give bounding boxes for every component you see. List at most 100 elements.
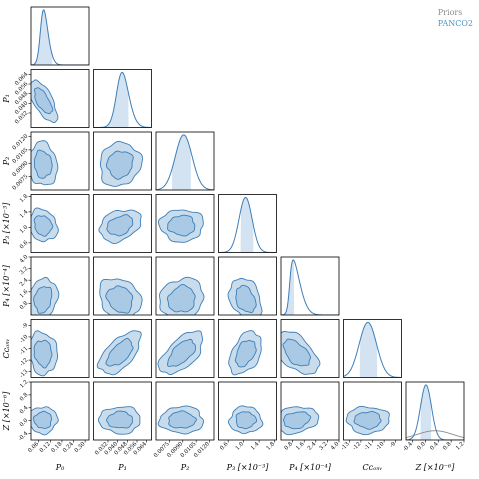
credible-band-6	[420, 384, 432, 440]
frame-3-0	[30, 194, 90, 253]
frame-5-4	[280, 319, 340, 378]
frame-2-2	[155, 131, 215, 191]
marginal-curve-2	[156, 134, 214, 190]
xtick-label-6-2: 0.4	[429, 441, 440, 452]
xtick-label-5-2: -11	[363, 441, 374, 452]
frame-5-5	[343, 319, 402, 378]
frame-4-1	[93, 256, 152, 316]
ytick-label-5-4: -9	[21, 322, 29, 330]
xlabel-3: P₃ [×10⁻³]	[226, 463, 270, 472]
ytick-label-4-1: 1.6	[19, 289, 30, 300]
ylabel-2: P₂	[2, 157, 11, 167]
frame-2-1	[93, 131, 152, 191]
ytick-label-6-1: 0.0	[19, 417, 30, 428]
contour-inner-1-0	[34, 87, 54, 115]
ytick-label-6-3: 0.8	[19, 392, 30, 403]
credible-band-4	[281, 259, 295, 315]
ytick-label-3-2: 1.4	[19, 209, 30, 220]
xlabel-2: P₂	[180, 463, 190, 472]
frame-2-0	[30, 131, 90, 191]
panel-3-3	[218, 194, 277, 253]
panel-4-2	[155, 256, 215, 316]
contour-inner-3-0	[33, 215, 54, 237]
xtick-label-5-1: -12	[352, 441, 363, 452]
xtick-label-6-0: -0.4	[402, 441, 414, 453]
frame-6-3	[218, 381, 277, 441]
panel-4-1	[93, 256, 152, 316]
xlabel-0: P₀	[55, 463, 65, 472]
frame-5-1	[93, 319, 152, 378]
contour-inner-4-2	[166, 284, 196, 313]
xtick-label-5-3: -10	[375, 441, 386, 452]
contour-inner-6-1	[106, 410, 133, 429]
xlabel-6: Z [×10⁻⁶]	[415, 463, 456, 472]
panel-5-2	[155, 319, 215, 378]
credible-band-1	[105, 72, 129, 128]
contour-inner-2-1	[105, 150, 134, 180]
contour-inner-3-1	[106, 214, 134, 237]
ytick-label-4-4: 4.0	[19, 254, 30, 265]
xtick-label-0-0: 0.06	[27, 441, 40, 454]
xtick-label-3-3: 1.8	[266, 441, 277, 452]
ylabel-5: Cᴄₒₙᵥ	[2, 339, 11, 359]
contour-inner-5-1	[105, 337, 134, 367]
contour-inner-4-1	[105, 285, 134, 314]
xtick-label-4-2: 2.4	[307, 441, 318, 452]
contour-inner-4-3	[235, 284, 257, 314]
frame-5-3	[218, 319, 277, 378]
ytick-label-5-1: -12	[19, 357, 30, 368]
legend: Priors PANCO2	[438, 7, 473, 29]
credible-band-2	[172, 134, 191, 190]
contour-inner-4-0	[33, 286, 53, 314]
contour-inner-6-0	[32, 410, 52, 429]
frame-6-2	[155, 381, 215, 441]
contour-inner-6-2	[168, 410, 197, 429]
xtick-label-6-1: 0.0	[416, 441, 427, 452]
contour-inner-5-3	[234, 340, 257, 368]
marginal-curve-5	[343, 321, 402, 378]
legend-posterior: PANCO2	[437, 19, 473, 28]
ylabel-4: P₄ [×10⁻⁴]	[2, 264, 11, 308]
ytick-label-5-2: -11	[19, 346, 30, 357]
xtick-label-0-2: 0.18	[50, 441, 63, 454]
frame-1-1	[93, 69, 152, 128]
ylabel-6: Z [×10⁻⁶]	[2, 391, 11, 432]
contour-inner-6-3	[235, 411, 258, 430]
panel-4-4	[280, 256, 340, 316]
xtick-label-4-0: 0.8	[284, 441, 295, 452]
frame-5-2	[155, 319, 215, 378]
xtick-label-3-0: 0.6	[219, 441, 230, 452]
panel-5-5	[343, 319, 402, 378]
xtick-label-5-4: -9	[389, 441, 397, 449]
panel-6-5: -13 -12 -11 -10 -9	[340, 381, 402, 452]
panel-2-1	[93, 131, 152, 191]
prior-curve-6	[406, 430, 464, 439]
ytick-label-5-3: -10	[19, 334, 30, 345]
marginal-curve-6	[406, 384, 464, 440]
credible-band-3	[240, 197, 254, 253]
contour-inner-6-5	[353, 411, 382, 430]
xtick-label-2-3: 0.0120	[193, 441, 211, 459]
frame-3-3	[218, 194, 277, 253]
xlabel-4: P₄ [×10⁻⁴]	[288, 463, 332, 472]
ytick-label-4-0: 0.8	[19, 300, 30, 311]
panel-3-0: 0.6 1.0 1.4 1.8	[19, 193, 90, 253]
xtick-label-4-4: 4.0	[330, 441, 341, 452]
xtick-label-6-3: 0.8	[442, 441, 453, 452]
ytick-label-4-2: 2.4	[19, 277, 30, 288]
ytick-label-3-3: 1.8	[19, 193, 30, 204]
frame-6-4	[280, 381, 340, 441]
contour-inner-3-2	[167, 214, 196, 237]
panel-3-2	[155, 194, 215, 253]
marginal-curve-4	[281, 259, 339, 315]
panel-6-0: 0.060.120.180.240.30 -0.4 0.00.4 0.8 1.2	[18, 379, 90, 454]
frame-6-0	[30, 381, 90, 441]
panel-6-4: 0.8 1.6 2.4 3.2 4.0	[280, 381, 341, 452]
panel-4-3	[218, 256, 277, 316]
legend-priors: Priors	[437, 8, 463, 17]
ytick-label-5-0: -13	[19, 369, 30, 380]
frame-4-3	[218, 256, 277, 316]
